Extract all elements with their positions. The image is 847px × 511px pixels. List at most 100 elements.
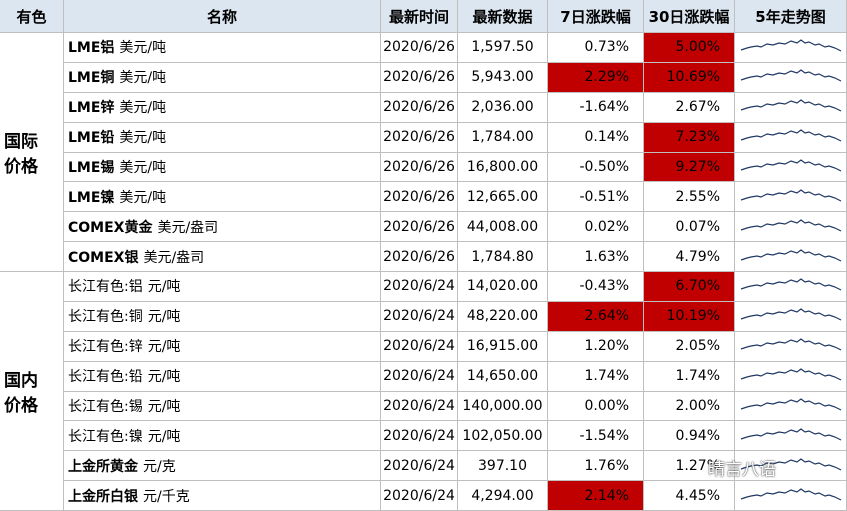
date-cell: 2020/6/24 xyxy=(381,272,458,302)
d7-cell: 2.29% xyxy=(548,62,644,93)
date-cell: 2020/6/26 xyxy=(381,122,458,153)
d7-cell: 0.14% xyxy=(548,122,644,153)
d30-cell: 0.94% xyxy=(644,421,735,452)
item-unit: 元/吨 xyxy=(147,339,181,356)
item-unit: 元/吨 xyxy=(147,279,181,296)
item-name: LME铝 xyxy=(68,40,115,57)
date-cell: 2020/6/24 xyxy=(381,361,458,392)
name-cell: 长江有色:铜 元/吨 xyxy=(64,301,381,332)
value-cell: 5,943.00 xyxy=(458,62,548,93)
d30-cell: 2.00% xyxy=(644,391,735,422)
value-cell: 14,020.00 xyxy=(458,272,548,302)
item-unit: 美元/盎司 xyxy=(143,249,205,266)
sparkline-cell xyxy=(735,92,847,123)
sparkline xyxy=(739,244,843,270)
sparkline-cell xyxy=(735,122,847,153)
name-cell: 上金所黄金 元/克 xyxy=(64,451,381,482)
item-name: 上金所黄金 xyxy=(68,458,138,475)
d7-cell: -0.51% xyxy=(548,182,644,213)
name-cell: 长江有色:铝 元/吨 xyxy=(64,272,381,302)
header-cell: 30日涨跌幅 xyxy=(644,0,735,33)
item-unit: 元/千克 xyxy=(143,488,190,505)
value-cell: 1,597.50 xyxy=(458,33,548,63)
d30-cell: 1.74% xyxy=(644,361,735,392)
sparkline xyxy=(739,363,843,389)
date-cell: 2020/6/24 xyxy=(381,391,458,422)
item-unit: 美元/吨 xyxy=(119,130,167,147)
value-cell: 140,000.00 xyxy=(458,391,548,422)
d7-cell: 0.00% xyxy=(548,391,644,422)
item-name: 长江有色:铝 xyxy=(68,279,143,296)
date-cell: 2020/6/24 xyxy=(381,451,458,482)
item-name: 长江有色:锌 xyxy=(68,339,143,356)
value-cell: 397.10 xyxy=(458,451,548,482)
d7-cell: 1.63% xyxy=(548,242,644,272)
date-cell: 2020/6/24 xyxy=(381,331,458,362)
item-unit: 元/吨 xyxy=(147,309,181,326)
item-unit: 美元/吨 xyxy=(119,159,167,176)
item-unit: 美元/吨 xyxy=(119,189,167,206)
d7-cell: 1.20% xyxy=(548,331,644,362)
d30-cell: 4.79% xyxy=(644,242,735,272)
group-label-line: 国际 xyxy=(4,132,38,152)
value-cell: 16,915.00 xyxy=(458,331,548,362)
value-cell: 44,008.00 xyxy=(458,212,548,243)
item-name: 长江有色:铜 xyxy=(68,309,143,326)
header-cell: 最新时间 xyxy=(381,0,458,33)
name-cell: 长江有色:锌 元/吨 xyxy=(64,331,381,362)
name-cell: LME铜 美元/吨 xyxy=(64,62,381,93)
sparkline xyxy=(739,483,843,509)
name-cell: LME铝 美元/吨 xyxy=(64,33,381,63)
sparkline-cell xyxy=(735,152,847,183)
d30-cell: 4.45% xyxy=(644,481,735,511)
item-name: COMEX银 xyxy=(68,249,139,266)
name-cell: 长江有色:铅 元/吨 xyxy=(64,361,381,392)
sparkline xyxy=(739,393,843,419)
date-cell: 2020/6/24 xyxy=(381,481,458,511)
sparkline-cell xyxy=(735,481,847,511)
value-cell: 12,665.00 xyxy=(458,182,548,213)
date-cell: 2020/6/26 xyxy=(381,182,458,213)
item-unit: 美元/吨 xyxy=(119,40,167,57)
name-cell: LME锌 美元/吨 xyxy=(64,92,381,123)
item-name: LME镍 xyxy=(68,189,115,206)
item-unit: 美元/盎司 xyxy=(157,219,219,236)
header-cell: 有色 xyxy=(0,0,64,33)
d30-cell: 1.27% xyxy=(644,451,735,482)
item-name: 长江有色:镍 xyxy=(68,428,143,445)
name-cell: LME锡 美元/吨 xyxy=(64,152,381,183)
d7-cell: 1.74% xyxy=(548,361,644,392)
value-cell: 1,784.00 xyxy=(458,122,548,153)
sparkline-cell xyxy=(735,301,847,332)
value-cell: 4,294.00 xyxy=(458,481,548,511)
sparkline xyxy=(739,124,843,150)
d7-cell: -1.64% xyxy=(548,92,644,123)
d7-cell: 2.14% xyxy=(548,481,644,511)
group-label-line: 价格 xyxy=(4,157,38,177)
item-name: LME铜 xyxy=(68,70,115,87)
value-cell: 16,800.00 xyxy=(458,152,548,183)
name-cell: COMEX黄金 美元/盎司 xyxy=(64,212,381,243)
name-cell: 上金所白银 元/千克 xyxy=(64,481,381,511)
d30-cell: 6.70% xyxy=(644,272,735,302)
d7-cell: -0.43% xyxy=(548,272,644,302)
item-unit: 元/吨 xyxy=(147,428,181,445)
value-cell: 2,036.00 xyxy=(458,92,548,123)
value-cell: 14,650.00 xyxy=(458,361,548,392)
sparkline-cell xyxy=(735,212,847,243)
sparkline xyxy=(739,214,843,240)
d30-cell: 2.67% xyxy=(644,92,735,123)
sparkline-cell xyxy=(735,391,847,422)
d30-cell: 0.07% xyxy=(644,212,735,243)
d30-cell: 9.27% xyxy=(644,152,735,183)
group-label: 国内 价格 xyxy=(0,272,64,511)
sparkline-cell xyxy=(735,242,847,272)
value-cell: 1,784.80 xyxy=(458,242,548,272)
sparkline-cell xyxy=(735,272,847,302)
d30-cell: 10.19% xyxy=(644,301,735,332)
sparkline-cell xyxy=(735,331,847,362)
item-name: COMEX黄金 xyxy=(68,219,153,236)
sparkline xyxy=(739,154,843,180)
sparkline-cell xyxy=(735,182,847,213)
